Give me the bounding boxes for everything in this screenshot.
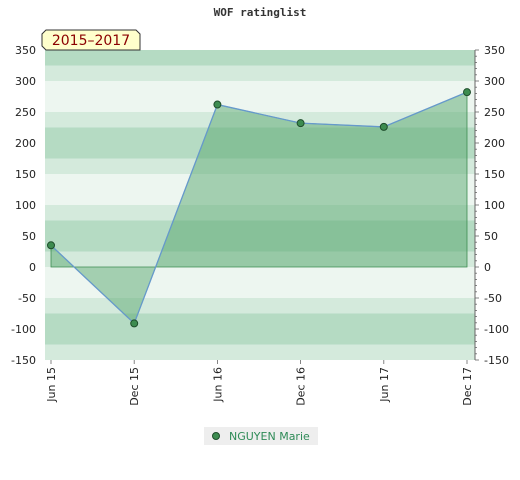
data-point-5	[463, 88, 471, 97]
y-tick-label-left: -50	[18, 292, 36, 305]
y-tick-label-left: 200	[15, 137, 36, 150]
period-label: 2015–2017	[52, 33, 130, 49]
legend-marker	[212, 432, 220, 440]
x-tick-label: Jun 17	[378, 367, 391, 403]
band-17	[45, 313, 475, 329]
legend: NGUYEN Marie	[204, 427, 318, 445]
x-tick-label: Dec 15	[128, 367, 141, 406]
y-tick-label-right: 250	[484, 106, 505, 119]
x-axis: Jun 15 Dec 15 Jun 16 Dec 16 Jun 17 Dec 17	[45, 360, 474, 406]
y-tick-label-right: -100	[484, 323, 509, 336]
band-15	[45, 282, 475, 298]
y-tick-label-left: 0	[29, 261, 36, 274]
data-point-1	[130, 319, 139, 328]
chart-title: WOF ratinglist	[214, 6, 307, 19]
x-tick-label: Dec 16	[295, 367, 308, 406]
y-axis-left: 350 300 250 200 150 100 50 0 -50 -100 -150	[11, 44, 36, 367]
x-tick-label: Jun 15	[45, 367, 58, 403]
y-tick-label-left: 150	[15, 168, 36, 181]
y-tick-label-left: 250	[15, 106, 36, 119]
band-16	[45, 298, 475, 314]
y-tick-label-right: 50	[484, 230, 498, 243]
y-tick-label-left: 100	[15, 199, 36, 212]
y-tick-label-left: -150	[11, 354, 36, 367]
y-tick-label-left: -100	[11, 323, 36, 336]
y-tick-label-right: 200	[484, 137, 505, 150]
y-tick-label-right: 0	[484, 261, 491, 274]
x-tick-label: Dec 17	[461, 367, 474, 406]
line-layer	[50, 91, 468, 325]
x-tick-label: Jun 16	[211, 367, 224, 403]
legend-series-name: NGUYEN Marie	[229, 430, 310, 443]
y-tick-label-left: 350	[15, 44, 36, 57]
period-box-shape	[41, 29, 141, 51]
data-point-2	[213, 100, 222, 109]
band-18	[45, 329, 475, 345]
data-point-3	[296, 119, 305, 128]
data-point-0	[47, 241, 55, 250]
data-point-4	[379, 122, 388, 131]
band-1	[45, 65, 475, 81]
legend-box	[204, 427, 318, 445]
band-3	[45, 96, 475, 112]
y-tick-label-right: -50	[484, 292, 502, 305]
band-2	[45, 81, 475, 97]
y-tick-label-left: 50	[22, 230, 36, 243]
band-0	[45, 50, 475, 66]
y-tick-label-right: 350	[484, 44, 505, 57]
y-tick-label-right: -150	[484, 354, 509, 367]
period-box: 2015–2017	[41, 29, 141, 51]
y-tick-label-right: 100	[484, 199, 505, 212]
y-tick-label-right: 300	[484, 75, 505, 88]
y-tick-label-right: 150	[484, 168, 505, 181]
markers-layer	[47, 88, 471, 328]
y-tick-label-left: 300	[15, 75, 36, 88]
y-axis-right: 350 300 250 200 150 100 50 0 -50 -100 -150	[474, 44, 509, 367]
series-line	[50, 91, 468, 325]
band-19	[45, 344, 475, 360]
